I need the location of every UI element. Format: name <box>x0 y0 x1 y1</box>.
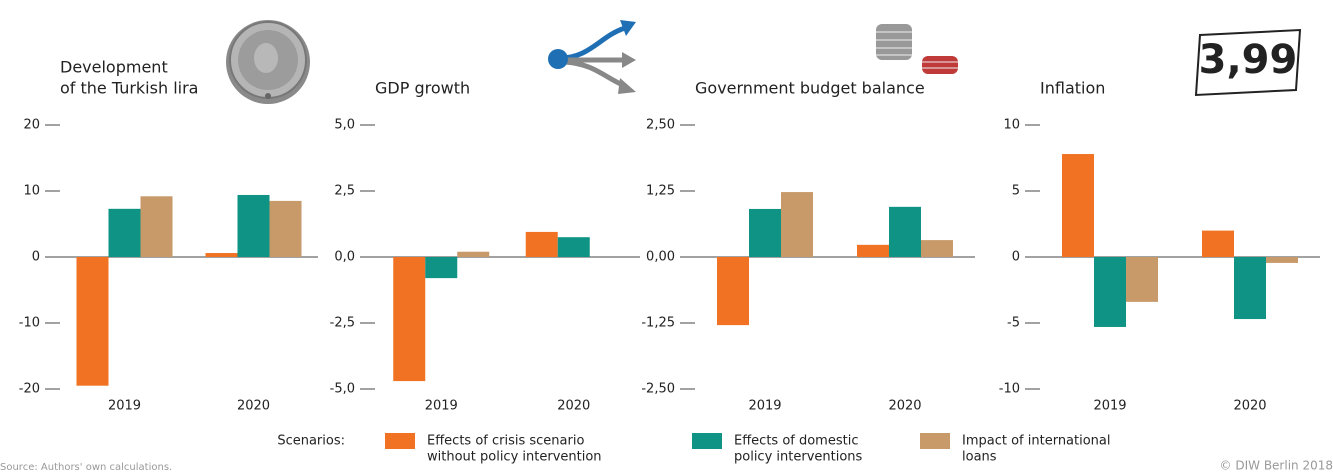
legend-label: loans <box>962 450 997 465</box>
bar <box>76 257 109 386</box>
bar <box>889 206 921 257</box>
legend-label: Effects of domestic <box>734 434 858 449</box>
y-tick-label: 10 <box>1003 118 1020 133</box>
y-tick-label: -20 <box>19 382 40 397</box>
bar <box>921 240 953 257</box>
bar <box>1266 257 1298 263</box>
y-tick-label: -1,25 <box>641 316 675 331</box>
bar <box>457 251 490 257</box>
bar <box>557 237 590 257</box>
bar <box>237 194 270 257</box>
y-tick-label: 0 <box>32 250 40 265</box>
bar <box>1202 230 1234 257</box>
bar <box>108 208 141 257</box>
legend-title: Scenarios: <box>277 434 345 449</box>
svg-text:3,99: 3,99 <box>1199 37 1298 83</box>
y-tick-label: 0,00 <box>646 250 675 265</box>
legend-swatch <box>920 433 950 449</box>
y-tick-label: -2,50 <box>641 382 675 397</box>
bar <box>393 257 426 382</box>
y-tick-label: 2,50 <box>646 118 675 133</box>
price-tag-icon: 3,99 <box>1194 28 1302 97</box>
legend-label: without policy intervention <box>427 450 602 465</box>
coins-stack-icon <box>876 24 958 74</box>
credit: © DIW Berlin 2018 <box>1220 459 1333 472</box>
legend-label: policy interventions <box>734 450 863 465</box>
bar <box>1062 154 1094 257</box>
x-tick-label: 2020 <box>1233 399 1266 414</box>
x-tick-label: 2020 <box>888 399 921 414</box>
y-tick-label: -5 <box>1007 316 1020 331</box>
y-tick-label: -10 <box>19 316 40 331</box>
y-tick-label: 20 <box>23 118 40 133</box>
bar <box>749 208 781 257</box>
bar <box>425 257 458 279</box>
y-tick-label: -2,5 <box>330 316 355 331</box>
bar <box>1094 257 1126 327</box>
y-tick-label: 10 <box>23 184 40 199</box>
legend-label: Impact of international <box>962 434 1111 449</box>
x-tick-label: 2019 <box>748 399 781 414</box>
chart-title: of the Turkish lira <box>60 79 198 98</box>
bar <box>205 253 238 257</box>
chart-title: Inflation <box>1040 79 1105 98</box>
coin-icon <box>226 20 310 104</box>
x-tick-label: 2019 <box>1093 399 1126 414</box>
y-tick-label: -10 <box>999 382 1020 397</box>
legend-label: Effects of crisis scenario <box>427 434 584 449</box>
chart-title: Government budget balance <box>695 79 925 98</box>
bar <box>525 231 558 257</box>
y-tick-label: 0 <box>1012 250 1020 265</box>
y-tick-label: 2,5 <box>334 184 355 199</box>
x-tick-label: 2019 <box>425 399 458 414</box>
legend-swatch <box>692 433 722 449</box>
legend-swatch <box>385 433 415 449</box>
bar <box>781 192 813 257</box>
x-tick-label: 2019 <box>108 399 141 414</box>
bar <box>140 196 173 257</box>
bar <box>857 244 889 257</box>
x-tick-label: 2020 <box>557 399 590 414</box>
bar <box>717 257 749 326</box>
source: Source: Authors' own calculations. <box>0 462 172 472</box>
bar <box>269 200 302 257</box>
y-tick-label: 5,0 <box>334 118 355 133</box>
x-tick-label: 2020 <box>237 399 270 414</box>
chart-title: GDP growth <box>375 79 470 98</box>
y-tick-label: 5 <box>1012 184 1020 199</box>
y-tick-label: -5,0 <box>330 382 355 397</box>
y-tick-label: 0,0 <box>334 250 355 265</box>
bar <box>1234 257 1266 320</box>
y-tick-label: 1,25 <box>646 184 675 199</box>
bar <box>1126 257 1158 302</box>
chart-title: Development <box>60 58 168 77</box>
arrows-icon <box>548 20 636 94</box>
